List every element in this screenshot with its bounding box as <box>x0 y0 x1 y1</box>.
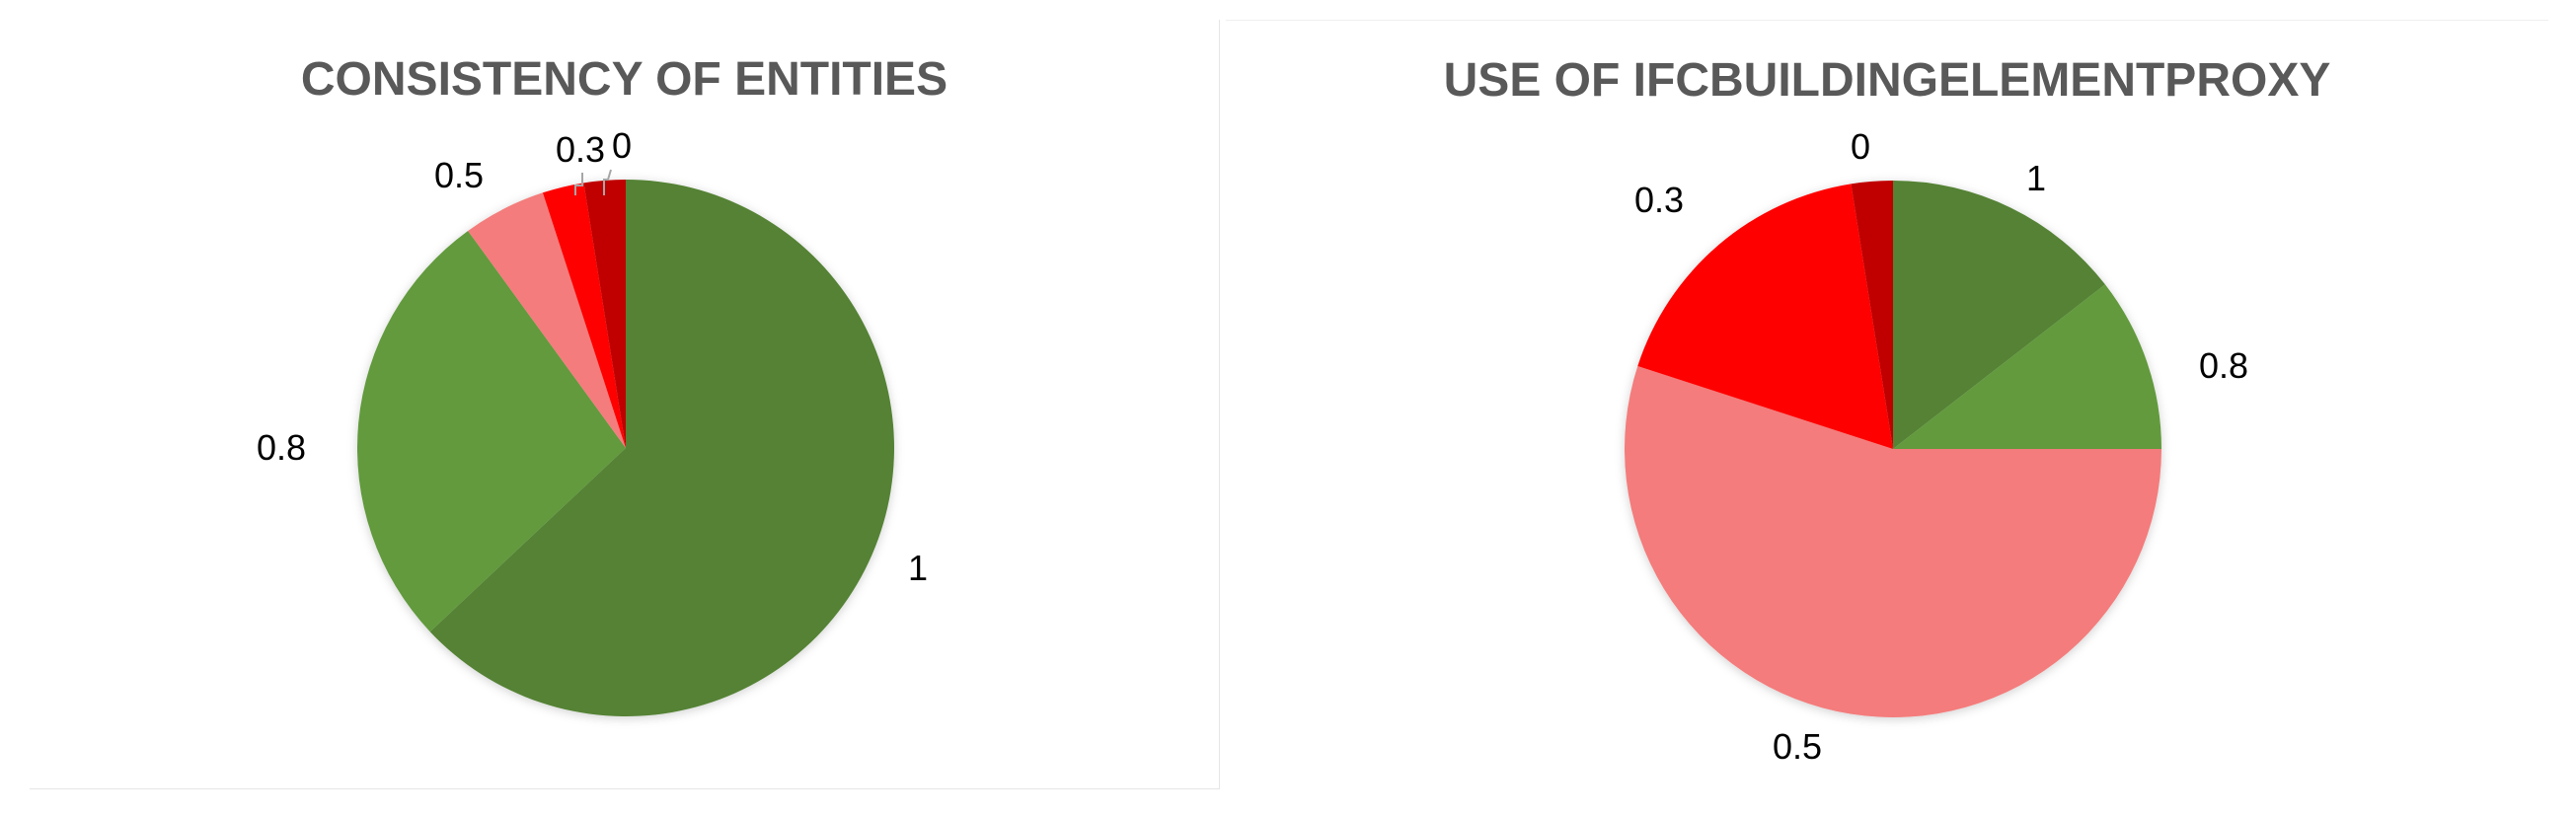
pie-slice-0-5 <box>468 192 626 448</box>
pie-slices <box>1625 181 2161 717</box>
data-label-0: 0 <box>1851 126 1870 167</box>
chart-title: CONSISTENCY OF ENTITIES <box>301 53 947 106</box>
chart-panel-proxy: USE OF IFCBUILDINGELEMENTPROXY 1 0.8 0.5 0.3… <box>1226 20 2548 789</box>
data-label-0-3: 0.3 <box>1634 180 1684 220</box>
pie-chart-proxy: USE OF IFCBUILDINGELEMENTPROXY 1 0.8 0.5 0.3… <box>1444 54 2331 767</box>
pie-chart-consistency: CONSISTENCY OF ENTITIES 1 0.8 0.5 0.3 0 <box>257 53 947 716</box>
data-label-0-8: 0.8 <box>257 427 306 468</box>
pie-slices <box>356 180 894 716</box>
chart-panel-consistency: CONSISTENCY OF ENTITIES 1 0.8 0.5 0.3 0 <box>30 20 1220 789</box>
data-label-1: 1 <box>908 548 928 588</box>
data-label-0-5: 0.5 <box>1773 726 1822 767</box>
pie-slice-1 <box>429 180 894 716</box>
label-leader-line <box>574 173 583 195</box>
data-label-0: 0 <box>612 125 632 166</box>
data-label-0-5: 0.5 <box>434 155 484 195</box>
pie-slice-0 <box>1851 181 1893 449</box>
pie-slice-0-5 <box>1625 365 2161 717</box>
pie-slice-0-3 <box>1637 184 1893 449</box>
chart-title: USE OF IFCBUILDINGELEMENTPROXY <box>1444 54 2331 107</box>
pie-slice-0-3 <box>542 183 626 448</box>
pie-slice-1 <box>1893 181 2105 449</box>
pie-slice-0-8 <box>356 230 626 632</box>
label-leader-line <box>603 169 612 195</box>
data-label-1: 1 <box>2026 158 2046 198</box>
data-label-0-3: 0.3 <box>556 129 605 170</box>
pie-slice-0-8 <box>1893 284 2161 449</box>
data-label-0-8: 0.8 <box>2199 345 2248 386</box>
pie-slice-0 <box>583 180 626 448</box>
